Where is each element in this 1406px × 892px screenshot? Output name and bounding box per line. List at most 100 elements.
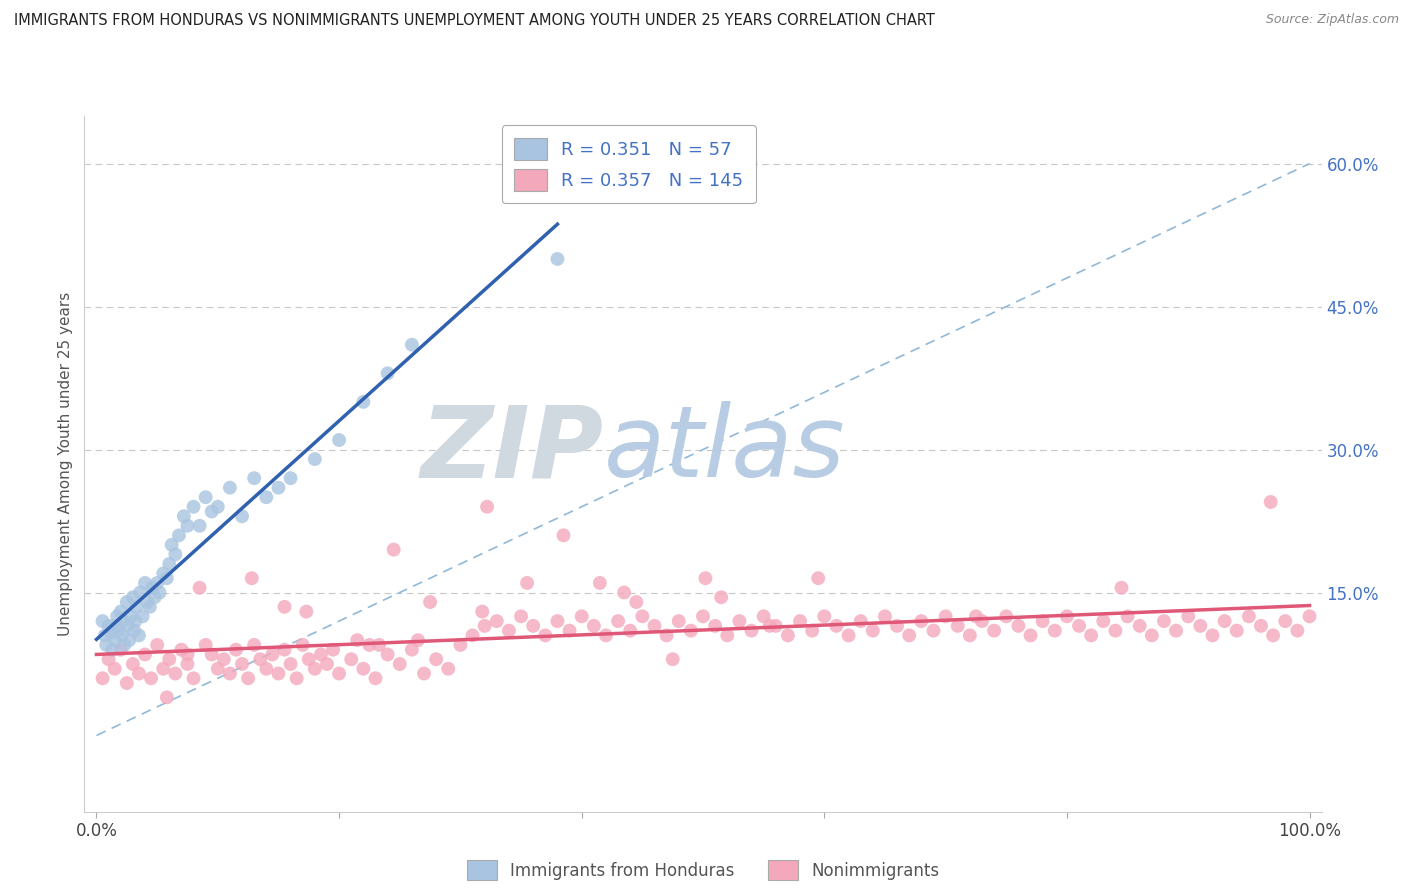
Legend: Immigrants from Honduras, Nonimmigrants: Immigrants from Honduras, Nonimmigrants: [460, 854, 946, 887]
Point: [111, 628, 134, 642]
Point: [105, 609, 128, 624]
Point: [128, 628, 150, 642]
Point: [388, 657, 411, 671]
Point: [122, 591, 145, 605]
Point: [298, 652, 321, 666]
Point: [485, 614, 508, 628]
Point: [873, 609, 896, 624]
Point: [471, 605, 494, 619]
Point: [143, 591, 166, 605]
Point: [661, 652, 683, 666]
Point: [516, 576, 538, 591]
Point: [1104, 624, 1126, 638]
Point: [643, 619, 665, 633]
Point: [110, 642, 132, 657]
Point: [910, 614, 932, 628]
Point: [346, 633, 368, 648]
Point: [1043, 624, 1066, 638]
Point: [134, 648, 156, 662]
Point: [201, 648, 224, 662]
Point: [546, 614, 568, 628]
Point: [118, 633, 141, 648]
Point: [115, 595, 138, 609]
Point: [862, 624, 884, 638]
Y-axis label: Unemployment Among Youth under 25 years: Unemployment Among Youth under 25 years: [58, 292, 73, 636]
Point: [273, 642, 295, 657]
Point: [141, 581, 163, 595]
Point: [449, 638, 471, 652]
Point: [970, 614, 993, 628]
Point: [695, 571, 717, 585]
Point: [165, 548, 187, 562]
Point: [122, 657, 145, 671]
Point: [194, 490, 217, 504]
Point: [558, 624, 581, 638]
Point: [236, 671, 259, 685]
Point: [157, 557, 180, 571]
Point: [267, 481, 290, 495]
Point: [437, 662, 460, 676]
Point: [801, 624, 824, 638]
Point: [183, 500, 205, 514]
Point: [1111, 581, 1133, 595]
Point: [679, 624, 702, 638]
Point: [194, 638, 217, 652]
Point: [322, 642, 344, 657]
Point: [262, 648, 284, 662]
Point: [364, 671, 387, 685]
Point: [91, 614, 114, 628]
Point: [619, 624, 641, 638]
Point: [607, 614, 630, 628]
Point: [377, 366, 399, 380]
Point: [176, 648, 198, 662]
Point: [173, 509, 195, 524]
Text: IMMIGRANTS FROM HONDURAS VS NONIMMIGRANTS UNEMPLOYMENT AMONG YOUTH UNDER 25 YEAR: IMMIGRANTS FROM HONDURAS VS NONIMMIGRANT…: [14, 13, 935, 29]
Point: [157, 652, 180, 666]
Point: [741, 624, 763, 638]
Point: [1080, 628, 1102, 642]
Point: [128, 666, 150, 681]
Point: [522, 619, 544, 633]
Point: [212, 652, 235, 666]
Point: [825, 619, 848, 633]
Point: [104, 662, 127, 676]
Point: [995, 609, 1018, 624]
Point: [280, 657, 302, 671]
Point: [534, 628, 557, 642]
Point: [692, 609, 714, 624]
Point: [510, 609, 533, 624]
Point: [219, 666, 242, 681]
Point: [474, 619, 496, 633]
Point: [1226, 624, 1249, 638]
Point: [1056, 609, 1078, 624]
Point: [1274, 614, 1296, 628]
Point: [104, 633, 127, 648]
Point: [922, 624, 945, 638]
Point: [716, 628, 738, 642]
Point: [1032, 614, 1054, 628]
Point: [219, 481, 242, 495]
Point: [419, 595, 441, 609]
Point: [94, 628, 117, 642]
Point: [125, 599, 148, 614]
Point: [1261, 628, 1284, 642]
Point: [1007, 619, 1029, 633]
Point: [110, 605, 132, 619]
Point: [120, 609, 142, 624]
Point: [249, 652, 271, 666]
Point: [1153, 614, 1175, 628]
Point: [1140, 628, 1163, 642]
Point: [146, 576, 169, 591]
Point: [728, 614, 751, 628]
Point: [475, 500, 498, 514]
Point: [201, 504, 224, 518]
Point: [838, 628, 860, 642]
Point: [115, 676, 138, 690]
Point: [131, 609, 153, 624]
Text: ZIP: ZIP: [420, 401, 605, 499]
Point: [152, 662, 174, 676]
Point: [1250, 619, 1272, 633]
Point: [631, 609, 654, 624]
Point: [765, 619, 787, 633]
Point: [359, 638, 381, 652]
